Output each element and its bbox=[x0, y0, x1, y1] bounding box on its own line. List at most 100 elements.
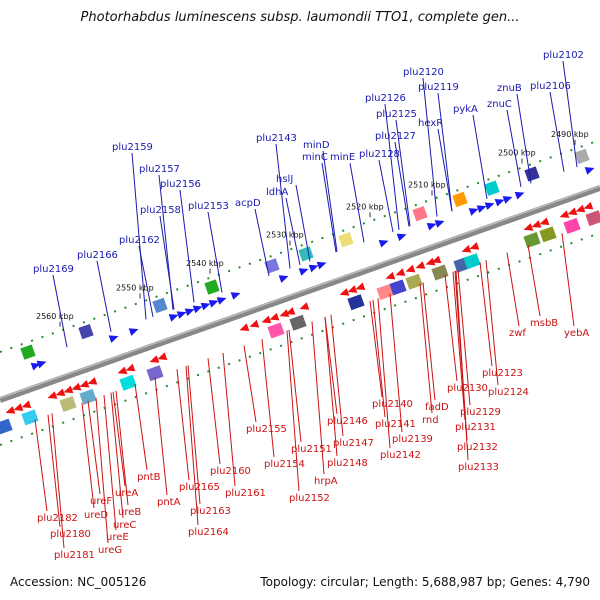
reverse-gene-arrow bbox=[567, 207, 578, 216]
reverse-label-leader bbox=[419, 283, 433, 414]
tick-label: 2540 kbp bbox=[186, 259, 224, 268]
reverse-gene-label: plu2155 bbox=[246, 424, 287, 435]
reverse-label-leader bbox=[452, 271, 466, 421]
reverse-label-leader bbox=[154, 376, 168, 496]
forward-gene-arrow bbox=[494, 198, 505, 207]
feature-block bbox=[79, 388, 97, 405]
reverse-label-leader bbox=[185, 366, 199, 526]
forward-gene-label: plu2120 bbox=[403, 67, 444, 78]
reverse-gene-label: msbB bbox=[530, 318, 558, 329]
forward-gene-arrow bbox=[484, 202, 495, 211]
reverse-label-leader bbox=[95, 397, 109, 544]
reverse-label-leader bbox=[286, 330, 300, 492]
forward-gene-arrow bbox=[184, 308, 195, 317]
reverse-gene-label: fadD bbox=[425, 402, 449, 413]
reverse-gene-label: plu2148 bbox=[327, 458, 368, 469]
forward-gene-arrow bbox=[308, 264, 319, 273]
reverse-gene-arrow bbox=[285, 307, 296, 315]
forward-gene-label: minC bbox=[302, 152, 328, 163]
forward-label-leader bbox=[378, 159, 394, 233]
reverse-gene-arrow bbox=[239, 323, 250, 331]
forward-label-leader bbox=[254, 208, 270, 277]
forward-gene-label: plu2125 bbox=[376, 109, 417, 120]
reverse-gene-arrow bbox=[583, 201, 594, 210]
reverse-gene-label: plu2152 bbox=[289, 493, 330, 504]
reverse-label-leader bbox=[324, 316, 338, 415]
reverse-label-leader bbox=[176, 369, 190, 481]
reverse-gene-arrow bbox=[261, 315, 272, 324]
forward-gene-arrow bbox=[108, 335, 119, 343]
feature-block bbox=[405, 273, 423, 290]
feature-block bbox=[78, 323, 94, 340]
feature-block bbox=[59, 395, 77, 412]
forward-gene-label: ldhA bbox=[266, 187, 288, 198]
forward-gene-label: plu2158 bbox=[140, 205, 181, 216]
forward-label-leader bbox=[384, 103, 400, 231]
forward-gene-arrow bbox=[30, 362, 41, 371]
forward-gene-label: plu2119 bbox=[418, 82, 459, 93]
forward-gene-arrow bbox=[216, 297, 227, 305]
forward-gene-arrow bbox=[168, 314, 179, 322]
reverse-label-leader bbox=[222, 352, 236, 487]
reverse-gene-arrow bbox=[575, 204, 586, 213]
forward-gene-label: plu2156 bbox=[160, 179, 201, 190]
forward-gene-label: plu2126 bbox=[365, 93, 406, 104]
reverse-gene-arrow bbox=[431, 255, 442, 264]
reverse-gene-label: plu2181 bbox=[54, 550, 95, 561]
tick-layer: 2490 kbp 2500 kbp 2510 kbp 2520 kbp 2530 kbp… bbox=[36, 130, 589, 327]
reverse-label-leader bbox=[87, 400, 101, 495]
reverse-label-leader bbox=[110, 392, 124, 519]
forward-label-leader bbox=[322, 150, 338, 252]
forward-label-leader bbox=[395, 119, 411, 227]
reverse-gene-arrow bbox=[415, 261, 426, 269]
reverse-gene-label: ureE bbox=[106, 532, 129, 543]
label-layer: plu2102 znuB plu2106 znuC plu2120 plu2119 plu2… bbox=[33, 50, 589, 561]
reverse-label-leader bbox=[455, 270, 469, 461]
feature-block bbox=[484, 180, 500, 196]
reverse-gene-label: rnd bbox=[422, 415, 439, 426]
reverse-label-leader bbox=[115, 390, 129, 506]
forward-label-leader bbox=[138, 245, 154, 317]
forward-gene-label: znuB bbox=[497, 83, 522, 94]
forward-label-leader bbox=[285, 197, 301, 266]
reverse-gene-label: plu2163 bbox=[190, 506, 231, 517]
accession-text: Accession: NC_005126 bbox=[10, 575, 147, 589]
forward-gene-label: plu2102 bbox=[543, 50, 584, 61]
forward-gene-label: pykA bbox=[453, 104, 478, 115]
forward-gene-arrow bbox=[468, 208, 479, 216]
reverse-gene-label: ureB bbox=[118, 507, 141, 518]
reverse-label-leader bbox=[187, 365, 201, 505]
reverse-label-leader bbox=[81, 402, 95, 509]
feature-block bbox=[431, 264, 449, 281]
reverse-gene-label: pntA bbox=[157, 497, 181, 508]
forward-gene-label: znuC bbox=[487, 99, 512, 110]
reverse-gene-label: plu2151 bbox=[291, 444, 332, 455]
reverse-gene-arrow bbox=[531, 220, 542, 228]
reverse-label-leader bbox=[372, 299, 386, 418]
reverse-gene-label: ureG bbox=[98, 545, 122, 556]
reverse-gene-label: ureF bbox=[90, 496, 112, 507]
forward-gene-arrow bbox=[278, 275, 289, 283]
reverse-gene-arrow bbox=[47, 391, 58, 399]
reverse-gene-label: ureC bbox=[113, 520, 136, 531]
forward-label-leader bbox=[131, 152, 147, 320]
forward-gene-arrow bbox=[514, 191, 525, 200]
reverse-label-leader bbox=[243, 345, 257, 423]
forward-gene-arrow bbox=[434, 220, 445, 228]
tick-label: 2520 kbp bbox=[346, 202, 384, 211]
forward-gene-arrow bbox=[476, 205, 487, 213]
reverse-gene-arrow bbox=[347, 285, 358, 293]
reverse-label-leader bbox=[47, 414, 61, 528]
forward-gene-arrow bbox=[316, 261, 327, 270]
feature-block bbox=[452, 191, 468, 208]
forward-gene-label: plu2159 bbox=[112, 142, 153, 153]
reverse-label-leader bbox=[444, 274, 458, 382]
reverse-gene-label: plu2161 bbox=[225, 488, 266, 499]
forward-label-leader bbox=[159, 215, 175, 310]
forward-gene-arrow bbox=[36, 360, 47, 369]
forward-label-leader bbox=[207, 211, 223, 293]
reverse-gene-arrow bbox=[385, 271, 396, 280]
feature-block bbox=[267, 322, 285, 339]
feature-block bbox=[298, 246, 314, 262]
forward-gene-label: plu2153 bbox=[188, 201, 229, 212]
